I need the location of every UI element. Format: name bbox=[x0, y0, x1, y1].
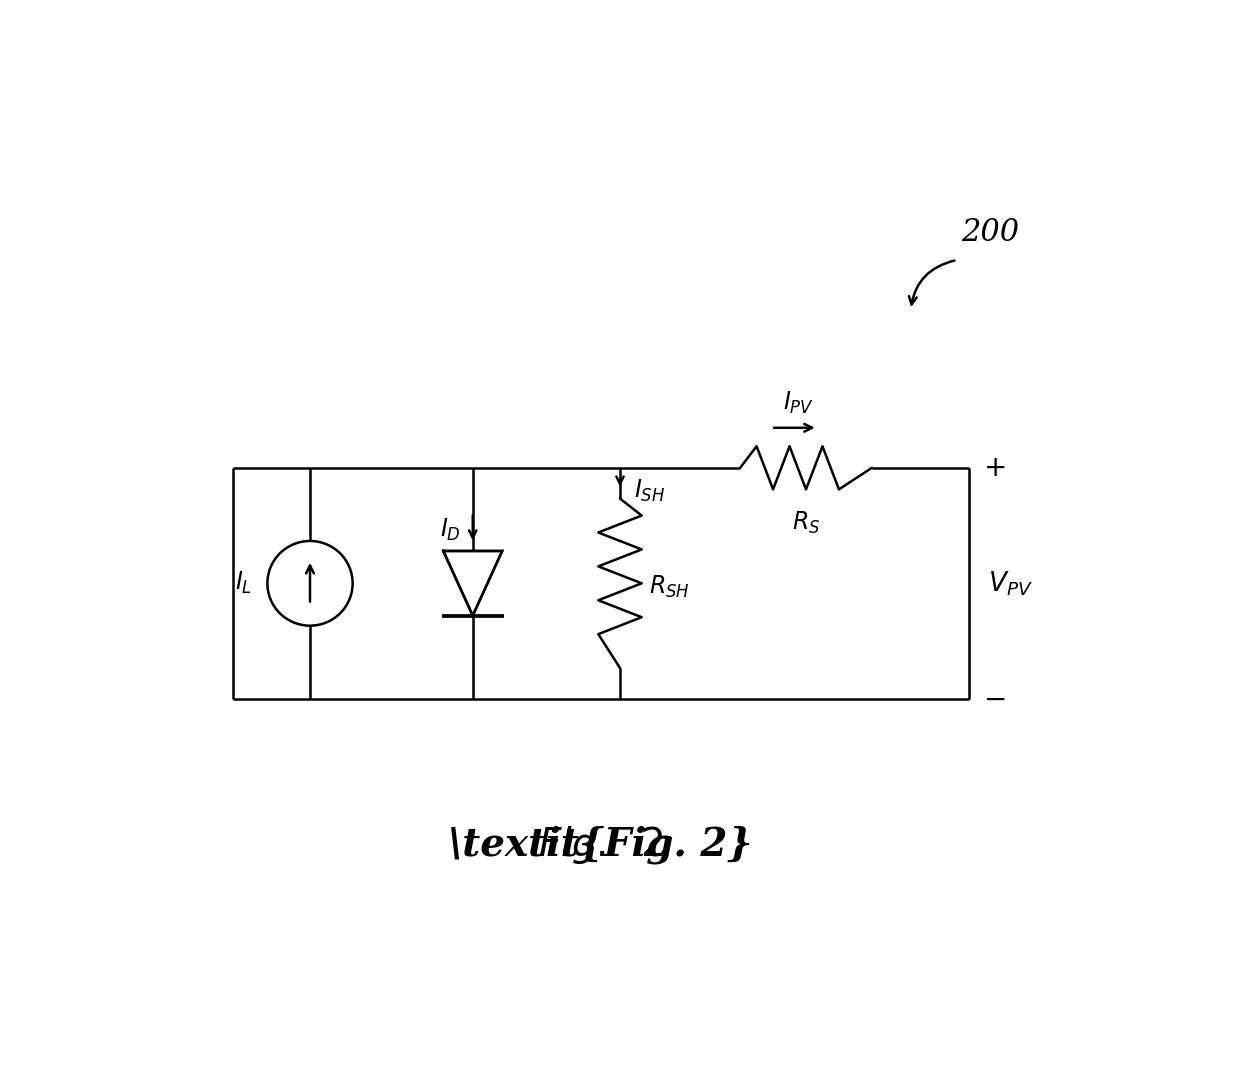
Text: $I_D$: $I_D$ bbox=[440, 517, 461, 543]
Text: $I_L$: $I_L$ bbox=[234, 570, 252, 596]
Text: 200: 200 bbox=[961, 218, 1019, 248]
Text: $R_S$: $R_S$ bbox=[792, 510, 820, 536]
FancyArrowPatch shape bbox=[909, 260, 955, 305]
Text: $R_{SH}$: $R_{SH}$ bbox=[650, 574, 691, 601]
Text: $-$: $-$ bbox=[982, 684, 1006, 713]
Text: $+$: $+$ bbox=[982, 454, 1006, 482]
Text: \textit{Fig. 2}: \textit{Fig. 2} bbox=[449, 826, 753, 864]
Polygon shape bbox=[444, 551, 502, 616]
Text: $I_{SH}$: $I_{SH}$ bbox=[634, 478, 666, 504]
Text: $I_{PV}$: $I_{PV}$ bbox=[782, 390, 813, 417]
Text: $\mathit{Fig.}$  $\mathit{2}$: $\mathit{Fig.}$ $\mathit{2}$ bbox=[538, 824, 663, 866]
Text: $V_{PV}$: $V_{PV}$ bbox=[988, 569, 1033, 597]
